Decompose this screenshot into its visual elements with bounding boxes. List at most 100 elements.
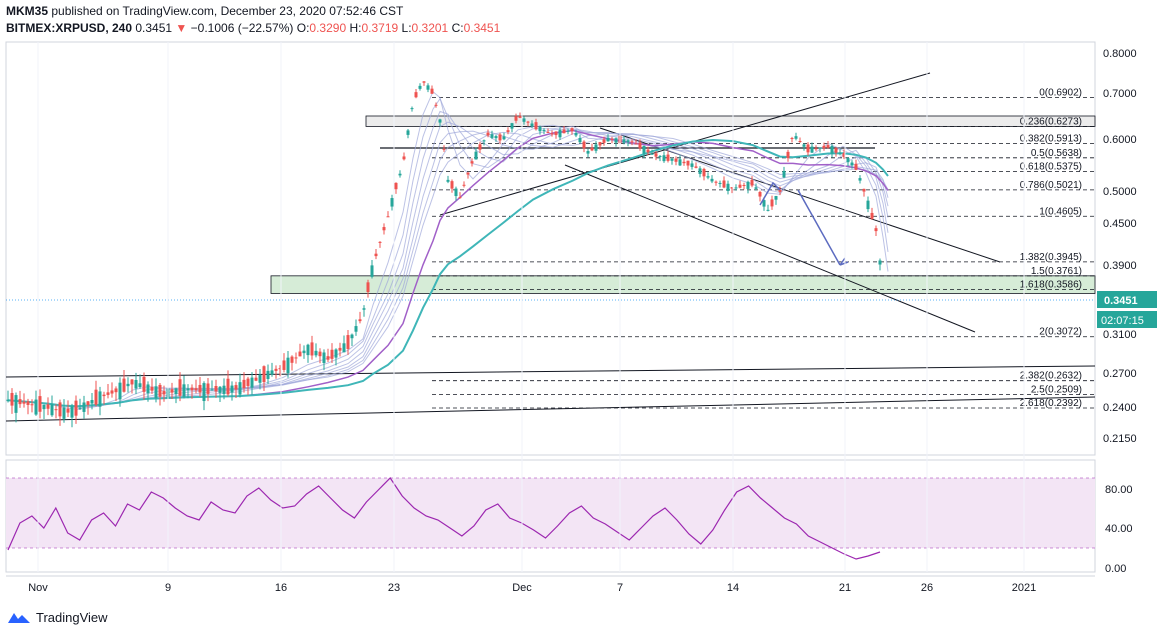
candle-body <box>834 148 838 153</box>
candle-body <box>602 139 606 143</box>
candle-body <box>598 142 602 146</box>
price-axis-tick: 0.2700 <box>1103 368 1137 380</box>
publish-info: published on TradingView.com, December 2… <box>51 4 404 18</box>
price-axis-tick: 0.8000 <box>1103 48 1137 60</box>
candle-body <box>346 335 350 349</box>
candle-body <box>710 178 714 182</box>
projection-arrow-head <box>839 257 849 266</box>
candle-body <box>794 136 798 139</box>
candle-body <box>358 319 362 322</box>
candle-body <box>306 344 310 356</box>
candle-body <box>734 187 738 189</box>
candle-body <box>434 104 438 106</box>
candle-body <box>686 160 690 166</box>
candle-body <box>422 81 426 83</box>
candle-body <box>458 197 462 199</box>
candle-body <box>558 130 562 138</box>
candle-body <box>302 350 306 354</box>
time-axis-tick: 2021 <box>1012 582 1036 594</box>
candle-body <box>142 376 146 392</box>
candle-body <box>586 151 590 154</box>
candle-body <box>266 370 270 379</box>
candle-body <box>826 145 830 148</box>
time-axis-tick: 23 <box>388 582 400 594</box>
candle-body <box>566 130 570 132</box>
candle-body <box>58 402 62 417</box>
support-zone-box <box>270 275 1096 294</box>
candle-body <box>274 368 278 371</box>
candle-body <box>350 334 354 339</box>
candle-body <box>698 168 702 174</box>
candle-body <box>818 147 822 149</box>
time-axis-tick: 9 <box>165 582 171 594</box>
candle-body <box>78 407 82 409</box>
candle-body <box>238 382 242 395</box>
tradingview-logo[interactable]: TradingView <box>6 609 108 625</box>
candle-body <box>402 156 406 160</box>
candle-body <box>70 406 74 418</box>
candle-body <box>198 384 202 393</box>
candle-body <box>810 146 814 153</box>
candle-body <box>310 342 314 356</box>
candle-body <box>410 108 414 110</box>
candle-body <box>146 384 150 394</box>
candle-body <box>510 123 514 129</box>
candle-body <box>430 88 434 94</box>
candle-body <box>450 181 454 189</box>
fib-level-label: 1.618(0.3586) <box>1020 279 1082 290</box>
candle-body <box>482 140 486 142</box>
candle-body <box>170 389 174 393</box>
candle-body <box>90 400 94 404</box>
candle-body <box>730 187 734 189</box>
candle-body <box>846 158 850 163</box>
candle-body <box>182 384 186 397</box>
candle-body <box>502 136 506 140</box>
candle-body <box>390 198 394 207</box>
candle-body <box>202 383 206 402</box>
candle-body <box>802 144 806 147</box>
candle-body <box>662 155 666 162</box>
fib-level-label: 0.5(0.5638) <box>1031 148 1082 159</box>
candle-body <box>726 183 730 191</box>
candle-body <box>738 184 742 188</box>
candle-body <box>542 129 546 131</box>
candle-body <box>866 200 870 210</box>
price-axis-tick: 0.6000 <box>1103 134 1137 146</box>
candle-body <box>438 119 442 123</box>
fib-level-label: 0(0.6902) <box>1039 88 1082 99</box>
rsi-band <box>6 478 1095 548</box>
candle-body <box>478 144 482 150</box>
publisher-name: MKM35 <box>6 4 49 18</box>
candle-body <box>334 349 338 358</box>
candle-body <box>374 253 378 257</box>
candle-body <box>190 387 194 391</box>
candle-body <box>774 196 778 200</box>
projection-arrow <box>759 181 781 206</box>
candle-body <box>762 200 766 207</box>
price-axis-tick: 0.5000 <box>1103 186 1137 198</box>
candle-body <box>514 116 518 121</box>
candle-body <box>122 378 126 392</box>
candle-body <box>506 130 510 133</box>
candle-body <box>370 265 374 277</box>
candle-body <box>470 161 474 164</box>
candle-body <box>874 228 878 232</box>
trend-line <box>5 365 1096 378</box>
candle-body <box>162 391 166 395</box>
candle-body <box>214 386 218 392</box>
candle-body <box>446 179 450 182</box>
candle-body <box>178 379 182 396</box>
candle-body <box>650 153 654 155</box>
price-axis-tick: 0.2150 <box>1103 433 1137 445</box>
last-price-tag-label: 0.3451 <box>1104 295 1138 307</box>
candle-body <box>570 128 574 132</box>
candle-body <box>106 392 110 395</box>
fib-level-label: 1.382(0.3945) <box>1020 252 1082 263</box>
candle-body <box>526 121 530 123</box>
candle-body <box>46 404 50 409</box>
high-label: H: <box>349 21 362 35</box>
candle-body <box>294 357 298 359</box>
candle-body <box>754 187 758 189</box>
candle-body <box>270 370 274 375</box>
